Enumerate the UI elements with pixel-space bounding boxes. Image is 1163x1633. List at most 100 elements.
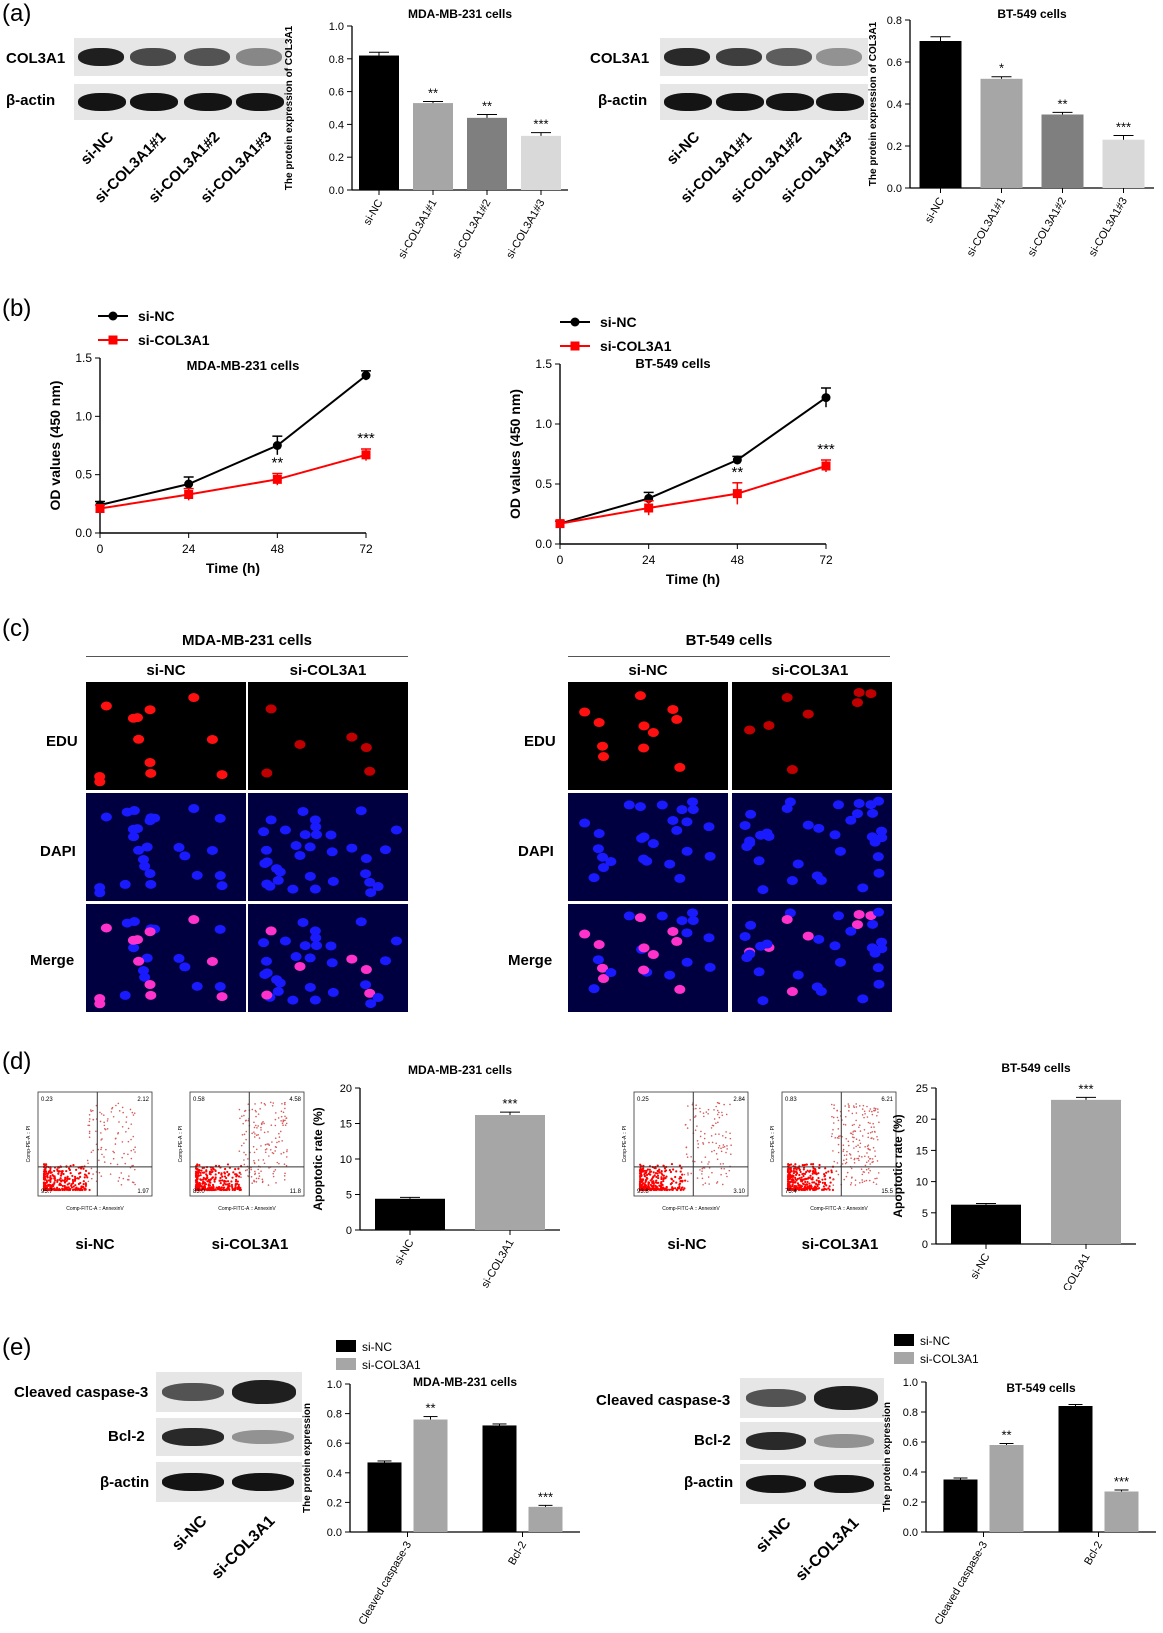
nucleus bbox=[664, 859, 676, 869]
event-dot bbox=[837, 1151, 840, 1154]
flow-y-axis-label: Comp-PE-A :: PI bbox=[178, 1126, 184, 1163]
nucleus bbox=[127, 713, 139, 723]
nucleus bbox=[597, 741, 609, 751]
nucleus bbox=[299, 830, 311, 840]
event-dot bbox=[129, 1108, 132, 1111]
event-dot bbox=[659, 1184, 663, 1187]
event-dot bbox=[663, 1177, 666, 1180]
event-dot bbox=[649, 1188, 652, 1191]
event-dot bbox=[789, 1174, 793, 1177]
event-dot bbox=[237, 1167, 240, 1170]
event-dot bbox=[77, 1172, 81, 1175]
event-dot bbox=[133, 1168, 136, 1171]
event-dot bbox=[649, 1170, 653, 1173]
event-dot bbox=[721, 1183, 724, 1186]
blot-band bbox=[130, 93, 178, 111]
event-dot bbox=[238, 1108, 241, 1111]
nucleus bbox=[360, 854, 372, 864]
event-dot bbox=[660, 1169, 663, 1173]
event-dot bbox=[204, 1177, 207, 1180]
event-dot bbox=[719, 1163, 722, 1165]
event-dot bbox=[837, 1135, 840, 1138]
event-dot bbox=[789, 1186, 792, 1189]
blot-strip bbox=[156, 1462, 302, 1502]
event-dot bbox=[199, 1171, 202, 1175]
event-dot bbox=[224, 1167, 227, 1171]
nucleus bbox=[94, 883, 106, 893]
blot-band bbox=[664, 48, 710, 66]
y-tick-label: 1.0 bbox=[327, 1379, 342, 1391]
event-dot bbox=[847, 1144, 850, 1147]
event-dot bbox=[837, 1143, 840, 1146]
event-dot bbox=[853, 1106, 856, 1109]
event-dot bbox=[280, 1110, 283, 1113]
nucleus bbox=[100, 812, 112, 822]
nucleus bbox=[304, 871, 316, 881]
event-dot bbox=[701, 1167, 704, 1170]
event-dot bbox=[201, 1166, 204, 1170]
event-dot bbox=[864, 1145, 866, 1148]
nucleus bbox=[310, 822, 322, 832]
event-dot bbox=[846, 1150, 848, 1153]
blot-strip bbox=[74, 84, 288, 120]
micrograph-canvas bbox=[248, 793, 408, 901]
x-tick-label: Cleaved caspase-3 bbox=[357, 1540, 414, 1628]
event-dot bbox=[802, 1188, 805, 1191]
y-tick-label: 0.6 bbox=[327, 1438, 342, 1450]
y-tick-label: 0.2 bbox=[327, 1497, 342, 1509]
event-dot bbox=[106, 1120, 109, 1122]
nucleus bbox=[873, 907, 885, 917]
event-dot bbox=[653, 1166, 656, 1170]
plot-frame bbox=[37, 1091, 153, 1197]
event-dot bbox=[715, 1122, 717, 1124]
event-dot bbox=[723, 1167, 725, 1170]
event-dot bbox=[796, 1182, 800, 1185]
event-dot bbox=[232, 1171, 235, 1174]
event-dot bbox=[120, 1172, 123, 1174]
event-dot bbox=[66, 1178, 69, 1181]
legend-label: si-NC bbox=[138, 308, 175, 324]
event-dot bbox=[92, 1173, 94, 1175]
event-dot bbox=[67, 1186, 70, 1189]
x-tick-label: Bcl-2 bbox=[1082, 1540, 1105, 1568]
event-dot bbox=[729, 1132, 731, 1135]
event-dot bbox=[848, 1106, 850, 1109]
event-dot bbox=[867, 1144, 870, 1146]
event-dot bbox=[792, 1167, 796, 1170]
event-dot bbox=[722, 1163, 725, 1165]
event-dot bbox=[707, 1108, 710, 1111]
line-chart-od-mda: MDA-MB-231 cells 0.0 0.5 1.0 1.5 0 24 48 72 Time … bbox=[47, 308, 375, 576]
event-dot bbox=[850, 1182, 853, 1184]
nucleus bbox=[188, 915, 200, 925]
event-dot bbox=[272, 1172, 274, 1175]
event-dot bbox=[857, 1150, 859, 1153]
event-dot bbox=[49, 1171, 52, 1174]
event-dot bbox=[263, 1122, 265, 1125]
event-dot bbox=[214, 1173, 217, 1176]
event-dot bbox=[86, 1176, 89, 1179]
nucleus bbox=[133, 845, 145, 855]
legend-marker bbox=[570, 317, 580, 327]
event-dot bbox=[65, 1188, 68, 1191]
event-dot bbox=[791, 1179, 794, 1182]
event-dot bbox=[844, 1105, 846, 1107]
event-dot bbox=[89, 1109, 92, 1111]
nucleus bbox=[667, 815, 679, 825]
event-dot bbox=[658, 1168, 661, 1171]
nucleus bbox=[676, 805, 688, 815]
nucleus bbox=[681, 928, 693, 938]
event-dot bbox=[133, 1112, 136, 1114]
blot-band bbox=[746, 1432, 806, 1450]
event-dot bbox=[857, 1144, 859, 1147]
event-dot bbox=[679, 1170, 682, 1173]
event-dot bbox=[703, 1137, 706, 1140]
event-dot bbox=[643, 1174, 646, 1178]
nucleus bbox=[623, 800, 635, 810]
event-dot bbox=[284, 1172, 286, 1175]
event-dot bbox=[91, 1109, 94, 1112]
nucleus bbox=[139, 972, 151, 982]
event-dot bbox=[828, 1185, 831, 1188]
x-tick-label: Cleaved caspase-3 bbox=[933, 1540, 990, 1628]
event-dot bbox=[836, 1116, 839, 1119]
nucleus bbox=[144, 816, 156, 826]
